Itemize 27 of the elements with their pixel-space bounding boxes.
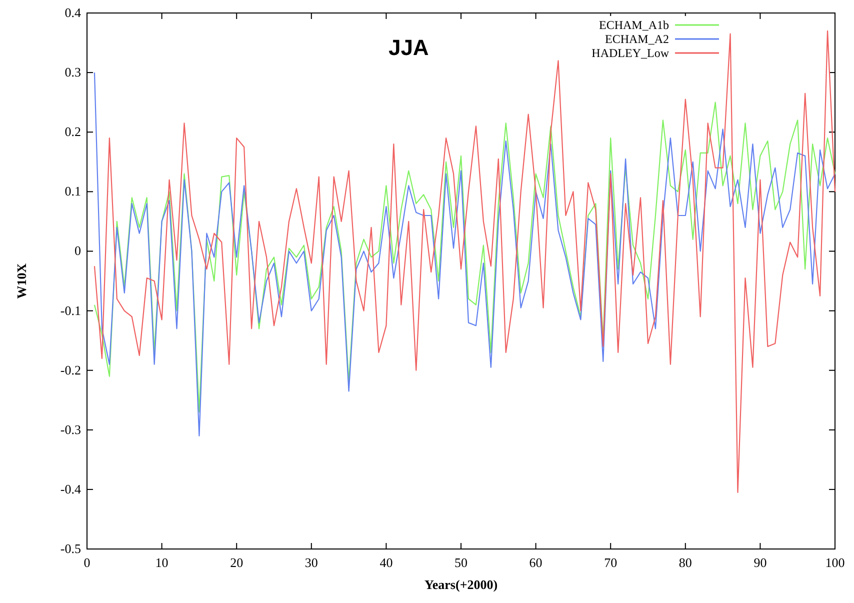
x-tick-label: 40 — [380, 555, 393, 570]
x-tick-label: 30 — [304, 555, 318, 570]
x-tick-label: 80 — [678, 555, 692, 570]
legend-label: HADLEY_Low — [592, 46, 670, 60]
x-tick-label: 50 — [454, 555, 468, 570]
y-tick-label: 0.2 — [64, 124, 81, 140]
y-tick-label: -0.2 — [60, 362, 81, 378]
x-tick-label: 20 — [230, 555, 244, 570]
x-axis-title: Years(+2000) — [424, 577, 498, 592]
y-tick-label: -0.4 — [60, 481, 82, 496]
legend-label: ECHAM_A1b — [598, 18, 669, 32]
y-tick-label: 0.4 — [64, 5, 82, 20]
x-tick-label: 90 — [754, 555, 767, 570]
text: JJA — [388, 35, 429, 60]
legend-label: ECHAM_A2 — [604, 32, 669, 46]
x-tick-label: 70 — [604, 555, 618, 570]
y-tick-label: -0.5 — [60, 541, 81, 556]
y-tick-label: 0.1 — [64, 184, 81, 199]
x-tick-label: 10 — [155, 555, 168, 570]
y-tick-label: -0.1 — [60, 302, 81, 318]
x-tick-label: 60 — [529, 555, 542, 570]
y-axis-title: W10X — [14, 262, 29, 299]
y-tick-label: 0 — [74, 243, 81, 258]
y-tick-label: 0.3 — [64, 64, 81, 80]
line-series — [94, 30, 836, 493]
x-tick-label: 100 — [825, 555, 845, 570]
y-tick-label: -0.3 — [60, 422, 81, 437]
